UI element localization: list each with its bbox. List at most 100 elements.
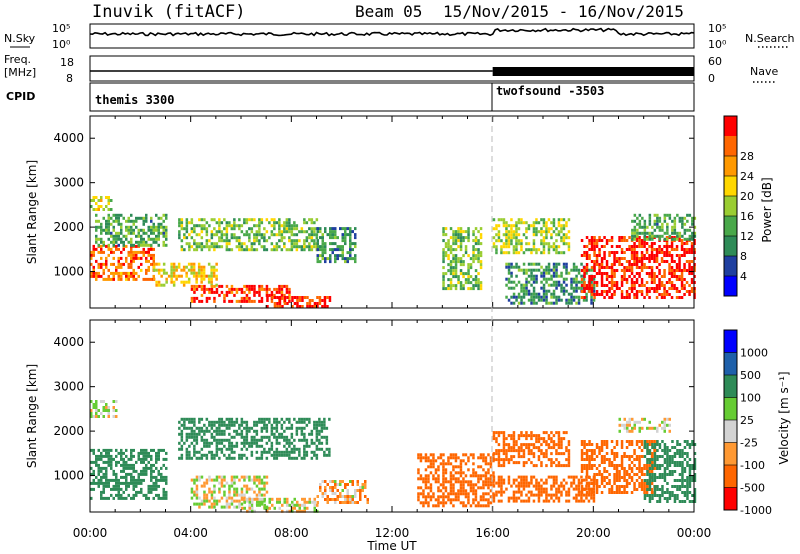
scatter-cell: [653, 461, 657, 464]
scatter-cell: [310, 239, 314, 243]
scatter-cell: [645, 467, 649, 470]
scatter-cell: [487, 486, 490, 490]
scatter-cell: [577, 499, 581, 503]
scatter-cell: [505, 245, 508, 249]
scatter-cell: [588, 257, 591, 260]
scatter-cell: [477, 248, 480, 252]
scatter-cell: [142, 247, 145, 251]
scatter-cell: [250, 487, 254, 491]
scatter-cell: [673, 272, 676, 275]
scatter-cell: [562, 227, 566, 231]
scatter-cell: [439, 462, 443, 466]
scatter-cell: [542, 268, 546, 272]
scatter-cell: [474, 242, 478, 246]
scatter-cell: [200, 287, 204, 291]
scatter-cell: [195, 487, 199, 491]
scatter-cell: [243, 242, 246, 246]
scatter-cell: [110, 487, 113, 491]
scatter-cell: [673, 236, 676, 239]
scatter-cell: [613, 275, 616, 278]
scatter-cell: [542, 242, 546, 246]
scatter-cell: [580, 467, 584, 470]
scatter-cell: [152, 256, 155, 260]
scatter-cell: [310, 218, 314, 222]
scatter-cell: [472, 284, 475, 288]
scatter-cell: [263, 420, 266, 424]
scatter-cell: [110, 493, 113, 497]
scatter-cell: [620, 251, 624, 254]
scatter-cell: [618, 479, 621, 482]
scatter-cell: [545, 496, 548, 500]
scatter-cell: [165, 243, 168, 247]
scatter-cell: [545, 455, 548, 459]
scatter-cell: [686, 228, 689, 232]
scatter-cell: [459, 284, 463, 288]
scatter-cell: [273, 420, 276, 424]
scatter-cell: [341, 239, 344, 243]
scatter-cell: [640, 449, 644, 452]
scatter-cell: [250, 284, 254, 288]
scatter-cell: [635, 266, 639, 269]
scatter-cell: [102, 277, 105, 281]
scatter-cell: [122, 240, 125, 244]
scatter-cell: [115, 231, 118, 235]
scatter-cell: [663, 231, 667, 235]
scatter-cell: [145, 256, 148, 260]
scatter-cell: [678, 473, 682, 476]
scatter-cell: [680, 242, 684, 245]
scatter-cell: [331, 480, 334, 483]
scatter-cell: [150, 256, 153, 260]
scatter-cell: [316, 503, 319, 507]
scatter-cell: [580, 493, 583, 497]
scatter-cell: [193, 502, 196, 506]
scatter-cell: [517, 496, 521, 500]
scatter-cell: [190, 218, 194, 222]
scatter-cell: [122, 216, 125, 220]
scatter-cell: [417, 492, 420, 496]
scatter-cell: [626, 429, 629, 433]
scatter-cell: [449, 251, 453, 255]
scatter-cell: [653, 491, 657, 494]
scatter-cell: [290, 426, 294, 430]
scatter-cell: [296, 305, 299, 308]
scatter-cell: [527, 274, 531, 278]
scatter-cell: [620, 236, 624, 239]
scatter-cell: [125, 228, 128, 232]
scatter-cell: [678, 296, 681, 299]
scatter-cell: [190, 441, 194, 445]
scatter-cell: [283, 245, 286, 249]
scatter-cell: [107, 478, 110, 482]
scatter-cell: [613, 281, 616, 284]
scatter-cell: [557, 295, 561, 299]
scatter-cell: [555, 239, 558, 243]
scatter-cell: [673, 485, 677, 488]
scatter-cell: [550, 440, 553, 444]
scatter-cell: [565, 493, 568, 497]
scatter-cell: [623, 423, 626, 427]
scatter-cell: [688, 476, 692, 479]
scatter-cell: [631, 237, 634, 241]
scatter-cell: [472, 260, 475, 264]
scatter-cell: [230, 236, 234, 240]
scatter-cell: [472, 498, 475, 502]
scatter-cell: [240, 417, 244, 421]
scatter-cell: [419, 477, 423, 481]
scatter-cell: [193, 435, 196, 439]
scatter-cell: [295, 233, 299, 237]
scatter-cell: [223, 218, 226, 222]
scatter-cell: [207, 274, 211, 278]
scatter-cell: [215, 475, 219, 479]
scatter-cell: [492, 434, 496, 438]
scatter-cell: [271, 503, 274, 507]
scatter-cell: [95, 271, 98, 275]
scatter-cell: [349, 242, 352, 246]
scatter-cell: [205, 481, 209, 485]
scatter-cell: [522, 487, 526, 491]
scatter-cell: [250, 242, 254, 246]
scatter-cell: [233, 493, 236, 497]
scatter-cell: [290, 447, 294, 451]
scatter-cell: [140, 448, 143, 452]
scatter-cell: [651, 464, 654, 467]
scatter-cell: [620, 491, 624, 494]
scatter-cell: [306, 302, 309, 305]
